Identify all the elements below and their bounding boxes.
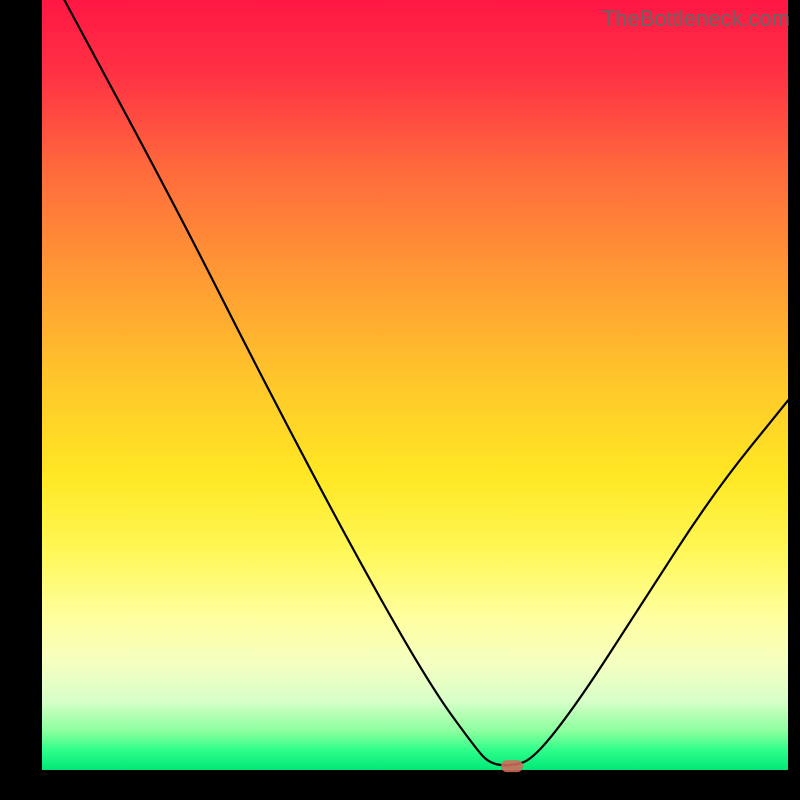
chart-background-gradient — [42, 0, 788, 770]
bottleneck-chart-container: TheBottleneck.com — [0, 0, 800, 800]
optimal-point-marker — [501, 760, 523, 772]
bottleneck-chart-svg — [0, 0, 800, 800]
watermark-text: TheBottleneck.com — [602, 6, 790, 32]
